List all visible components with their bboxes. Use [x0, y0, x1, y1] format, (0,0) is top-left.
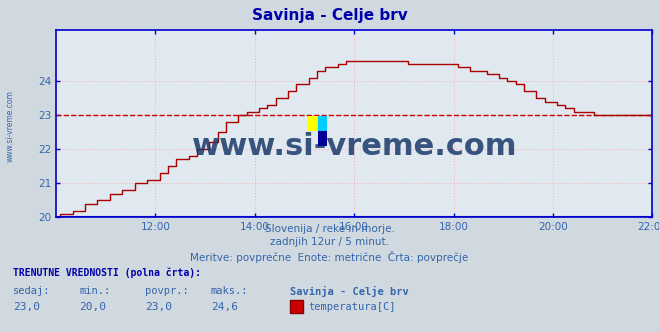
Text: temperatura[C]: temperatura[C]	[308, 302, 396, 312]
Text: www.si-vreme.com: www.si-vreme.com	[192, 132, 517, 161]
Text: povpr.:: povpr.:	[145, 286, 188, 295]
Text: 23,0: 23,0	[13, 302, 40, 312]
Text: Slovenija / reke in morje.: Slovenija / reke in morje.	[264, 224, 395, 234]
Text: zadnjih 12ur / 5 minut.: zadnjih 12ur / 5 minut.	[270, 237, 389, 247]
Text: min.:: min.:	[79, 286, 110, 295]
Bar	[308, 116, 318, 131]
Bar	[318, 131, 327, 146]
Text: maks.:: maks.:	[211, 286, 248, 295]
Text: 23,0: 23,0	[145, 302, 172, 312]
Text: www.si-vreme.com: www.si-vreme.com	[5, 90, 14, 162]
Text: TRENUTNE VREDNOSTI (polna črta):: TRENUTNE VREDNOSTI (polna črta):	[13, 267, 201, 278]
Bar	[318, 116, 327, 131]
Text: Savinja - Celje brv: Savinja - Celje brv	[290, 286, 409, 296]
Text: 20,0: 20,0	[79, 302, 106, 312]
Text: Savinja - Celje brv: Savinja - Celje brv	[252, 8, 407, 23]
Text: 24,6: 24,6	[211, 302, 238, 312]
Text: sedaj:: sedaj:	[13, 286, 51, 295]
Text: Meritve: povprečne  Enote: metrične  Črta: povprečje: Meritve: povprečne Enote: metrične Črta:…	[190, 251, 469, 263]
